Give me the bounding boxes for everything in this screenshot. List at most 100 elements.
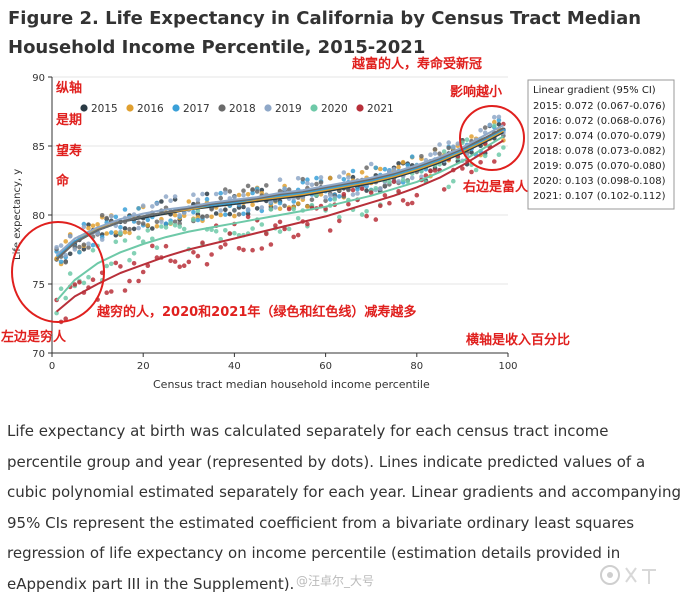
point-2019	[95, 231, 100, 236]
point-2019	[437, 142, 442, 147]
point-2019	[163, 194, 169, 199]
point-2021	[172, 259, 178, 264]
point-2016	[469, 134, 474, 139]
point-2015	[204, 191, 210, 197]
point-2017	[122, 207, 128, 212]
point-2017	[58, 259, 64, 265]
point-2016	[145, 223, 151, 228]
point-2019	[391, 166, 397, 172]
point-2021	[72, 282, 78, 287]
point-2018	[482, 125, 488, 130]
annotation-y-axis-3: 望寿	[56, 143, 82, 159]
point-2019	[487, 122, 493, 128]
point-2019	[213, 191, 219, 197]
point-2018	[172, 219, 178, 225]
point-2018	[127, 226, 132, 232]
legend-label-2020: 2020	[321, 103, 348, 115]
x-tick-label: 80	[410, 361, 423, 372]
point-2019	[72, 247, 78, 252]
page-title: Figure 2. Life Expectancy in California …	[8, 8, 642, 58]
point-2017	[350, 168, 356, 174]
point-2020	[131, 251, 137, 256]
point-2018	[241, 188, 246, 193]
point-2021	[350, 187, 356, 193]
point-2018	[218, 195, 223, 201]
point-2016	[209, 214, 214, 220]
point-2018	[364, 165, 369, 170]
point-2020	[154, 245, 160, 250]
point-2019	[318, 175, 324, 180]
point-2021	[150, 243, 155, 249]
point-2019	[177, 213, 182, 218]
point-2020	[405, 179, 411, 184]
fit-lines	[55, 124, 504, 313]
point-2020	[113, 239, 119, 245]
highlight-circle-right	[459, 105, 525, 171]
point-2016	[305, 204, 310, 209]
point-2020	[109, 261, 114, 267]
point-2021	[136, 278, 141, 284]
point-2017	[409, 154, 415, 159]
point-2020	[373, 186, 379, 191]
point-2020	[332, 197, 338, 202]
point-2021	[131, 261, 137, 266]
point-2019	[223, 190, 228, 196]
point-2021	[346, 201, 351, 207]
point-2018	[264, 183, 269, 188]
point-2021	[77, 280, 82, 285]
x-tick-label: 60	[319, 361, 332, 372]
point-2016	[127, 230, 132, 236]
point-2018	[204, 213, 210, 219]
x-tick-label: 40	[228, 361, 241, 372]
point-2017	[77, 249, 82, 255]
point-2020	[464, 137, 470, 142]
point-2020	[277, 229, 283, 234]
point-2020	[359, 212, 365, 217]
annotation-left-poor: 左边是穷人	[1, 329, 67, 345]
point-2019	[327, 193, 333, 198]
point-2015	[396, 161, 401, 166]
point-2017	[223, 212, 228, 217]
point-2017	[382, 166, 388, 172]
fit-line-2018	[55, 127, 504, 260]
point-2020	[191, 217, 196, 222]
legend-label-2021: 2021	[367, 103, 394, 115]
point-2019	[150, 204, 155, 209]
point-2017	[195, 217, 201, 223]
point-2017	[373, 165, 379, 171]
point-2019	[86, 241, 91, 247]
point-2015	[469, 150, 474, 155]
gradient-box: Linear gradient (95% CI) 2015: 0.072 (0.…	[527, 79, 675, 210]
point-2021	[409, 200, 415, 206]
point-2017	[250, 190, 255, 196]
point-2020	[127, 257, 132, 263]
point-2016	[232, 213, 237, 219]
point-2021	[241, 247, 246, 253]
annotation-poor-note: 越穷的人，2020和2021年（绿色和红色线）减寿越多	[96, 304, 416, 320]
point-2018	[223, 187, 228, 192]
point-2019	[159, 219, 164, 225]
point-2018	[437, 151, 442, 156]
point-2016	[250, 202, 255, 208]
point-2021	[209, 252, 214, 257]
point-2021	[327, 228, 333, 233]
point-2021	[441, 187, 447, 192]
point-2019	[273, 205, 278, 210]
point-2020	[81, 280, 87, 286]
point-2017	[118, 225, 123, 230]
point-2019	[232, 195, 237, 200]
point-2017	[109, 230, 114, 235]
point-2020	[286, 226, 292, 232]
point-2020	[159, 224, 164, 229]
point-2017	[341, 177, 347, 182]
point-2021	[200, 240, 205, 245]
point-2020	[213, 229, 219, 234]
point-2019	[323, 194, 328, 200]
point-2017	[305, 177, 310, 182]
annotation-right-rich: 右边是富人	[462, 179, 529, 195]
point-2020	[473, 167, 479, 173]
point-2017	[90, 242, 96, 248]
point-2019	[341, 170, 347, 175]
point-2021	[478, 160, 483, 165]
point-2019	[154, 201, 160, 207]
